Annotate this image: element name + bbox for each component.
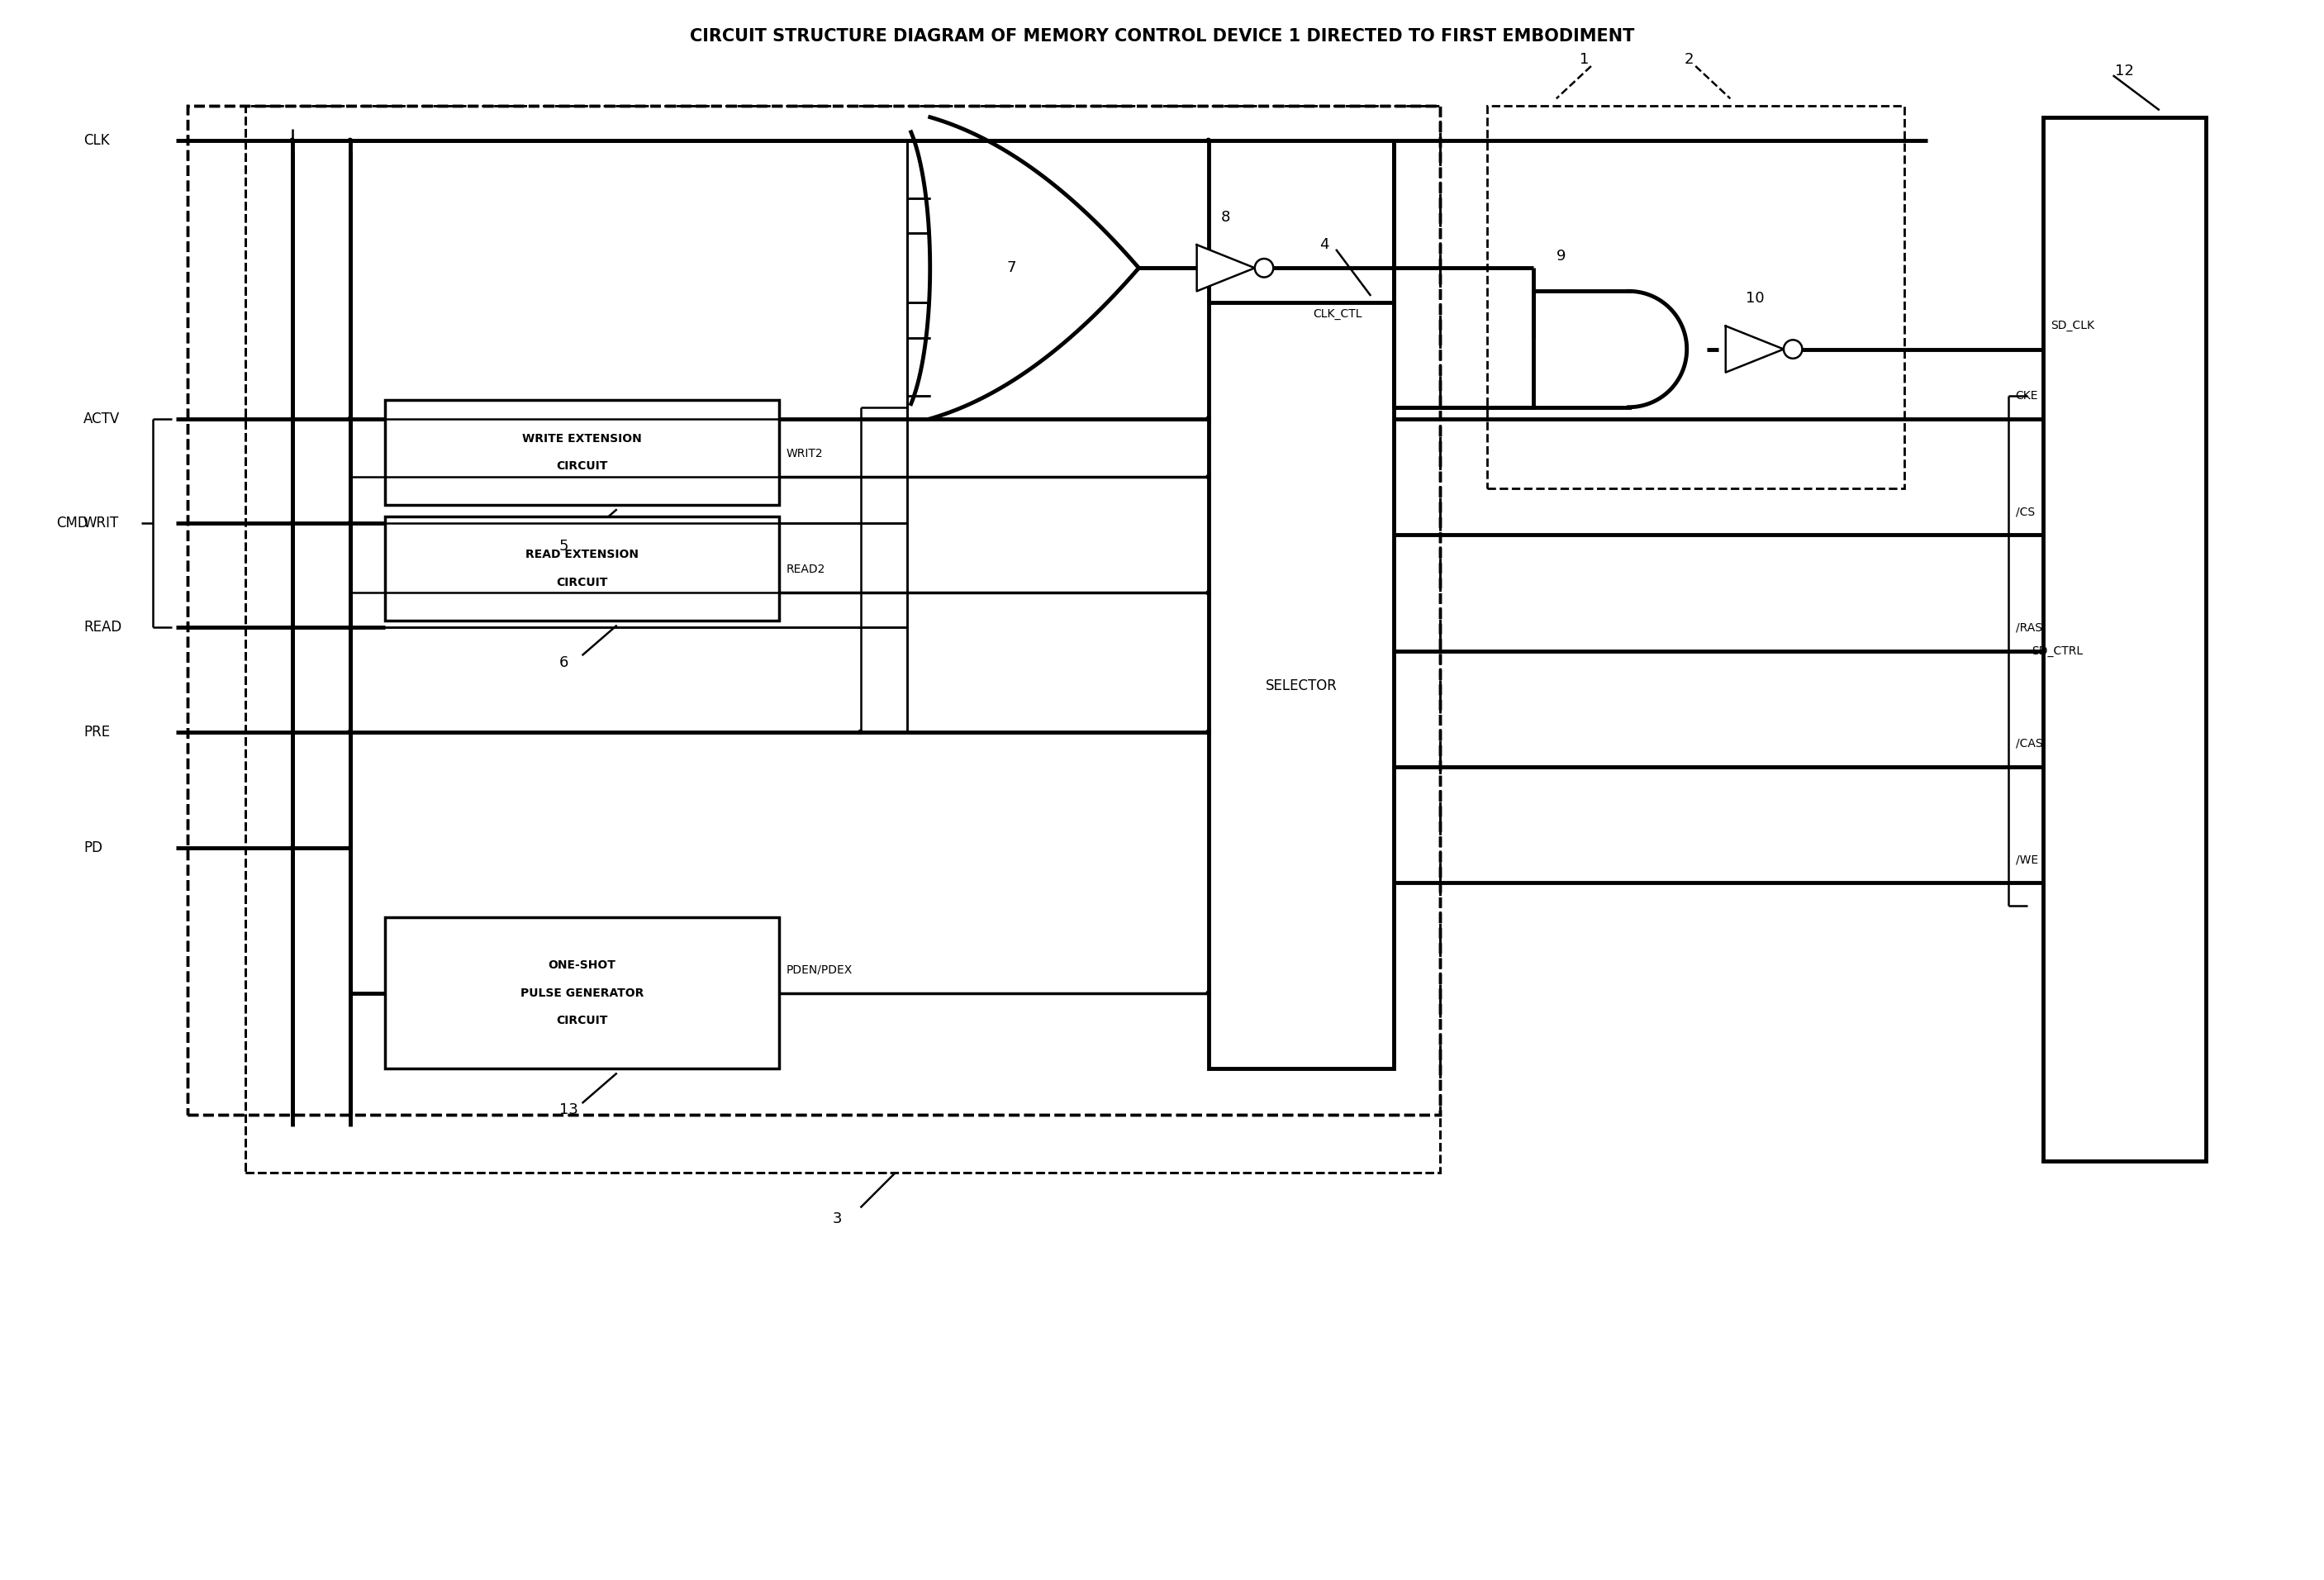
Text: 2: 2 [1685,52,1694,66]
Text: 8: 8 [1220,210,1229,224]
Text: CLK: CLK [84,133,109,149]
Circle shape [349,730,353,735]
Text: SELECTOR: SELECTOR [1264,678,1336,694]
Text: 6: 6 [558,656,569,670]
Text: PD: PD [84,841,102,855]
Text: SD_CLK: SD_CLK [2050,321,2094,332]
Text: READ2: READ2 [786,564,825,575]
Text: CIRCUIT: CIRCUIT [555,577,609,588]
Text: 9: 9 [1557,250,1566,264]
Text: CLK_CTL: CLK_CTL [1313,308,1362,321]
Circle shape [290,845,295,850]
Bar [246,106,1441,1172]
Bar [1487,106,1903,488]
Text: 7: 7 [1006,261,1016,275]
Bar [246,106,1441,1172]
Bar [386,400,779,504]
Text: WRIT: WRIT [84,515,119,531]
Text: WRITE EXTENSION: WRITE EXTENSION [523,433,641,444]
Text: CMD: CMD [56,515,88,531]
Circle shape [1206,730,1211,735]
Circle shape [1206,730,1211,735]
Text: 1: 1 [1580,52,1590,66]
Polygon shape [1197,245,1255,291]
Text: /WE: /WE [2015,853,2038,866]
Text: SD_CTRL: SD_CTRL [2031,645,2082,657]
Circle shape [349,521,353,525]
Circle shape [349,417,353,420]
Text: WRIT2: WRIT2 [786,447,823,460]
Circle shape [349,139,353,142]
Text: CIRCUIT STRUCTURE DIAGRAM OF MEMORY CONTROL DEVICE 1 DIRECTED TO FIRST EMBODIMEN: CIRCUIT STRUCTURE DIAGRAM OF MEMORY CONT… [690,28,1634,44]
Text: ACTV: ACTV [84,411,121,427]
Text: READ EXTENSION: READ EXTENSION [525,548,639,561]
Text: 13: 13 [558,1103,579,1117]
Bar [188,106,1441,1115]
Circle shape [1206,591,1211,596]
Circle shape [1206,474,1211,479]
Bar [386,918,779,1068]
Bar [2043,117,2205,1161]
Text: 10: 10 [1745,291,1764,305]
Circle shape [349,730,353,735]
Bar [188,106,1441,1115]
Circle shape [1206,417,1211,420]
Circle shape [349,626,353,630]
Circle shape [1206,417,1211,420]
Bar [1208,303,1394,1068]
Text: /CS: /CS [2015,506,2036,517]
Polygon shape [1727,325,1783,373]
Text: READ: READ [84,621,121,635]
Circle shape [290,139,295,142]
Text: /CAS: /CAS [2015,738,2043,749]
Text: CKE: CKE [2015,390,2038,401]
Circle shape [349,417,353,420]
Text: PDEN/PDEX: PDEN/PDEX [786,964,853,975]
Text: 3: 3 [832,1212,841,1226]
Circle shape [349,626,353,630]
Text: CIRCUIT: CIRCUIT [555,460,609,472]
Circle shape [1206,139,1211,142]
Text: 12: 12 [2115,63,2133,77]
Circle shape [858,730,862,735]
Circle shape [1206,991,1211,995]
Circle shape [290,521,295,525]
Text: 5: 5 [558,539,569,555]
Text: /RAS: /RAS [2015,623,2043,634]
Text: PULSE GENERATOR: PULSE GENERATOR [521,988,644,999]
Circle shape [349,521,353,525]
Text: CIRCUIT: CIRCUIT [555,1014,609,1027]
Circle shape [1206,417,1211,420]
Text: ONE-SHOT: ONE-SHOT [548,959,616,972]
Circle shape [349,845,353,850]
Text: PRE: PRE [84,725,109,739]
Circle shape [290,626,295,630]
Text: 4: 4 [1320,237,1329,253]
Bar [386,517,779,621]
